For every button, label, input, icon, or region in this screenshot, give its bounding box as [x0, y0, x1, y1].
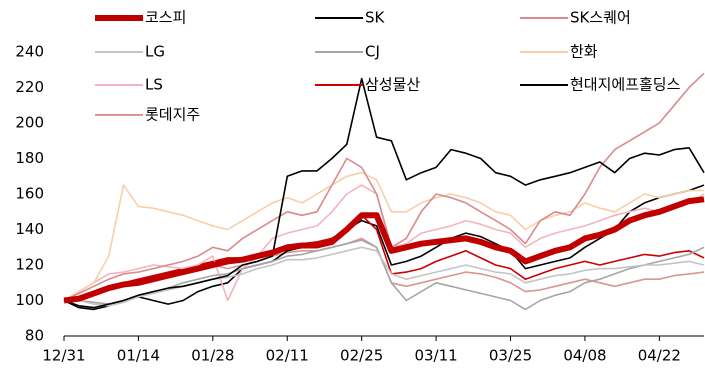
x-tick-label: 12/31: [42, 347, 85, 365]
series-line: [63, 196, 705, 304]
y-tick-label: 100: [15, 291, 44, 309]
series-line: [63, 72, 705, 302]
x-tick-label: 04/08: [563, 347, 606, 365]
legend-label: 한화: [570, 43, 598, 61]
legend-label: SK: [365, 9, 386, 27]
series-line: [64, 246, 705, 307]
y-tick-label: 240: [15, 43, 44, 61]
y-tick-label: 140: [15, 220, 44, 238]
y-tick-label: 200: [15, 114, 44, 132]
legend-label: 현대지에프홀딩스: [570, 76, 681, 94]
y-tick-label: 120: [15, 256, 44, 274]
x-tick-label: 03/25: [489, 347, 532, 365]
legend-label: LS: [145, 76, 163, 94]
y-tick-label: 220: [15, 78, 44, 96]
y-tick-label: 160: [15, 185, 44, 203]
x-tick-label: 01/28: [191, 347, 234, 365]
x-tick-label: 01/14: [117, 347, 160, 365]
x-tick-label: 04/22: [638, 347, 681, 365]
series-line: [63, 77, 705, 309]
series-line: [63, 184, 705, 311]
y-tick-label: 80: [25, 327, 44, 345]
legend-label: CJ: [365, 43, 380, 61]
series-line: [63, 184, 705, 302]
series-line: [63, 171, 704, 302]
legend-label: 롯데지주: [145, 106, 200, 124]
x-tick-label: 02/25: [340, 347, 383, 365]
legend-label: LG: [145, 43, 165, 61]
legend-label: SK스퀘어: [570, 9, 631, 27]
x-tick-label: 03/11: [414, 347, 457, 365]
series-line: [63, 214, 705, 302]
x-tick-label: 02/11: [266, 347, 309, 365]
y-tick-label: 180: [15, 149, 44, 167]
legend-label: 코스피: [145, 9, 186, 27]
legend-label: 삼성물산: [365, 76, 420, 94]
